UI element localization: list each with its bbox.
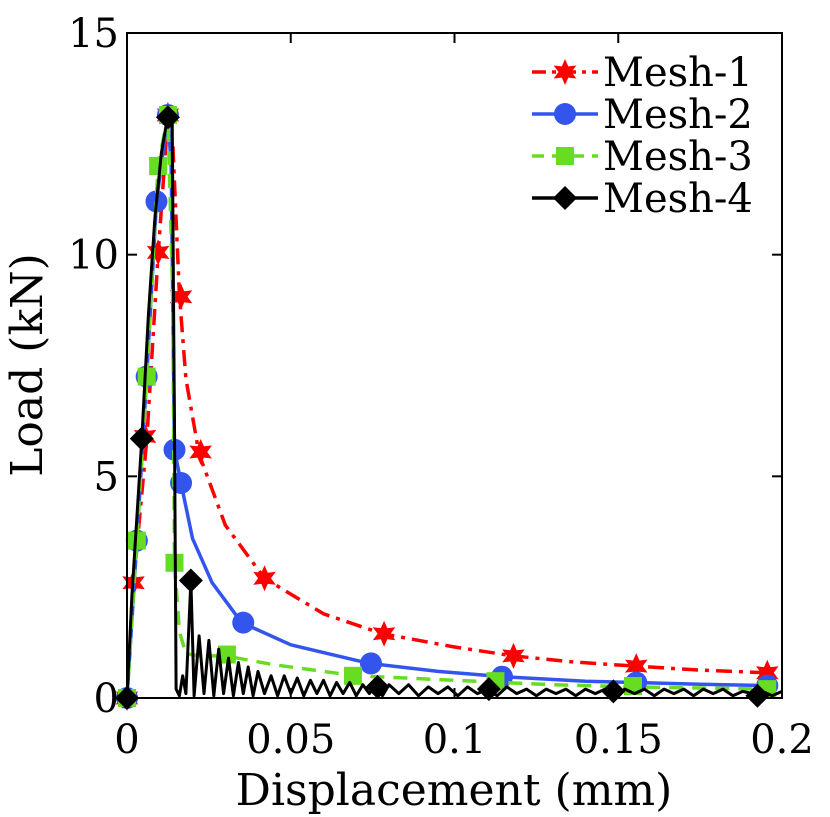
axis-ticks: 0 0.05 0.1 0.15 0.2 0 5 10 15 (68, 11, 814, 763)
series-line-mesh-4 (125, 113, 783, 699)
data-point-mesh-3-6 (217, 645, 236, 664)
data-point-mesh-4-5 (476, 677, 501, 702)
legend-marker-mesh-2 (554, 103, 576, 125)
legend-label-mesh-1: Mesh-1 (603, 50, 753, 96)
data-point-mesh-1-7 (253, 565, 276, 592)
data-point-mesh-1-3 (146, 239, 170, 266)
y-tick-label: 15 (68, 11, 119, 57)
data-point-mesh-1-6 (189, 439, 212, 465)
data-point-mesh-3-7 (343, 666, 362, 685)
legend-item-mesh-1: Mesh-1 (532, 50, 753, 96)
y-axis-title: Load (kN) (2, 253, 53, 477)
y-tick-label: 10 (68, 233, 119, 279)
x-axis-title: Displacement (mm) (236, 765, 673, 816)
data-point-mesh-1-9 (502, 642, 525, 669)
x-tick-label: 0.2 (750, 717, 814, 763)
y-tick-label: 5 (94, 454, 119, 500)
x-tick-label: 0.15 (574, 717, 663, 763)
data-point-mesh-3-3 (149, 157, 168, 175)
data-point-mesh-1-11 (756, 659, 779, 686)
legend-label-mesh-4: Mesh-4 (603, 176, 753, 222)
x-tick-label: 0.1 (423, 717, 487, 763)
series-mesh-4 (115, 105, 783, 710)
data-point-mesh-4-2 (155, 105, 180, 130)
data-point-mesh-1-10 (625, 653, 648, 680)
plot-area (115, 102, 783, 711)
data-point-mesh-1-5 (169, 283, 193, 310)
data-point-mesh-3-2 (137, 367, 156, 386)
x-tick-label: 0 (114, 717, 139, 763)
legend-item-mesh-3: Mesh-3 (532, 134, 753, 180)
legend-marker-mesh-3 (556, 147, 574, 165)
legend-item-mesh-4: Mesh-4 (532, 176, 753, 222)
data-point-mesh-4-1 (129, 426, 154, 451)
legend-marker-mesh-1 (553, 59, 577, 85)
data-point-mesh-2-8 (359, 652, 382, 675)
x-tick-label: 0.05 (246, 717, 335, 763)
y-tick-label: 0 (94, 676, 119, 722)
legend-marker-mesh-4 (553, 186, 577, 210)
legend-label-mesh-3: Mesh-3 (603, 134, 753, 180)
legend-item-mesh-2: Mesh-2 (532, 92, 753, 138)
legend-label-mesh-2: Mesh-2 (603, 92, 753, 138)
data-point-mesh-1-8 (372, 620, 396, 647)
data-point-mesh-4-3 (178, 568, 203, 593)
data-point-mesh-2-7 (232, 611, 255, 634)
data-point-mesh-4-4 (365, 674, 390, 699)
data-point-mesh-4-7 (745, 683, 770, 708)
